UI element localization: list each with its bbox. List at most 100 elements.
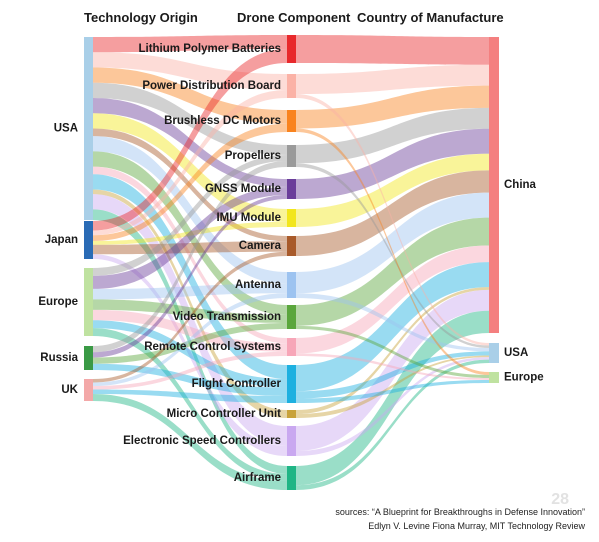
component-node-gnss-module bbox=[287, 179, 296, 199]
component-label-antenna: Antenna bbox=[235, 279, 282, 291]
component-label-imu-module: IMU Module bbox=[216, 212, 281, 224]
country-node-china bbox=[489, 37, 499, 333]
origin-node-japan bbox=[84, 221, 93, 259]
flow-japan-to-electronic-speed-controllers bbox=[93, 254, 287, 456]
origin-node-uk bbox=[84, 379, 93, 401]
flow-usa-to-propellers bbox=[93, 82, 287, 155]
flow-japan-to-lithium-polymer-batteries bbox=[93, 49, 287, 231]
flow-usa-to-video-transmission bbox=[93, 151, 287, 315]
flow-usa-to-micro-controller-unit bbox=[93, 189, 287, 418]
flow-antenna-to-usa bbox=[296, 293, 489, 352]
flow-usa-to-gnss-module bbox=[93, 98, 287, 187]
flow-usa-to-antenna bbox=[93, 136, 287, 284]
flow-brushless-dc-motors-to-china bbox=[296, 85, 489, 129]
flow-links bbox=[93, 35, 489, 490]
component-node-propellers bbox=[287, 145, 296, 167]
component-node-camera bbox=[287, 236, 296, 256]
flow-flight-controller-to-usa bbox=[296, 351, 489, 399]
flow-japan-to-imu-module bbox=[93, 221, 287, 245]
flow-propellers-to-usa bbox=[296, 163, 489, 348]
flow-japan-to-power-distribution-board bbox=[93, 90, 287, 236]
flow-uk-to-camera bbox=[93, 251, 287, 383]
origin-label-russia: Russia bbox=[40, 352, 78, 364]
component-node-flight-controller bbox=[287, 365, 296, 403]
flow-electronic-speed-controllers-to-usa bbox=[296, 357, 489, 456]
component-label-power-distribution-board: Power Distribution Board bbox=[142, 80, 281, 92]
component-node-imu-module bbox=[287, 209, 296, 227]
source-line-2: Edlyn V. Levine Fiona Murray, MIT Techno… bbox=[368, 521, 585, 531]
origin-node-europe bbox=[84, 268, 93, 336]
flow-usa-to-remote-control-systems bbox=[93, 166, 287, 344]
component-label-electronic-speed-controllers: Electronic Speed Controllers bbox=[123, 435, 281, 447]
header-country-of-manufacture: Country of Manufacture bbox=[357, 10, 504, 25]
component-label-micro-controller-unit: Micro Controller Unit bbox=[167, 408, 282, 420]
country-label-china: China bbox=[504, 179, 537, 191]
flow-lithium-polymer-batteries-to-china bbox=[296, 35, 489, 65]
flow-flight-controller-to-europe bbox=[296, 380, 489, 403]
flow-usa-to-brushless-dc-motors bbox=[93, 67, 287, 124]
flow-uk-to-flight-controller bbox=[93, 389, 287, 403]
flow-camera-to-china bbox=[296, 170, 489, 256]
header-drone-component: Drone Component bbox=[237, 10, 351, 25]
flow-remote-control-systems-to-europe bbox=[296, 353, 489, 380]
flow-uk-to-antenna bbox=[93, 293, 287, 387]
flow-video-transmission-to-europe bbox=[296, 325, 489, 378]
flow-russia-to-gnss-module bbox=[93, 195, 287, 358]
component-node-remote-control-systems bbox=[287, 338, 296, 356]
flow-europe-to-flight-controller bbox=[93, 320, 287, 388]
flow-propellers-to-china bbox=[296, 107, 489, 164]
country-label-europe: Europe bbox=[504, 372, 544, 384]
flow-airframe-to-usa bbox=[296, 359, 489, 490]
component-node-antenna bbox=[287, 272, 296, 298]
flow-russia-to-video-transmission bbox=[93, 323, 287, 364]
flow-japan-to-camera bbox=[93, 241, 287, 255]
flow-usa-to-lithium-polymer-batteries bbox=[93, 35, 287, 53]
flow-russia-to-propellers bbox=[93, 161, 287, 353]
component-label-remote-control-systems: Remote Control Systems bbox=[144, 341, 281, 353]
origin-label-usa: USA bbox=[54, 123, 78, 135]
component-node-power-distribution-board bbox=[287, 74, 296, 98]
country-node-usa bbox=[489, 343, 499, 363]
component-label-brushless-dc-motors: Brushless DC Motors bbox=[164, 115, 281, 127]
flow-nodes bbox=[84, 35, 499, 490]
flow-micro-controller-unit-to-china bbox=[296, 287, 489, 414]
flow-europe-to-gnss-module bbox=[93, 187, 287, 289]
component-label-lithium-polymer-batteries: Lithium Polymer Batteries bbox=[138, 43, 281, 55]
component-node-airframe bbox=[287, 466, 296, 490]
flow-antenna-to-china bbox=[296, 192, 489, 294]
page-number: 28 bbox=[551, 491, 569, 508]
node-labels: USA Japan Europe Russia UK Lithium Polymer Ba… bbox=[38, 43, 543, 484]
flow-europe-to-remote-control-systems bbox=[93, 309, 287, 352]
flow-europe-to-antenna bbox=[93, 283, 287, 300]
component-label-camera: Camera bbox=[239, 240, 282, 252]
flow-video-transmission-to-china bbox=[296, 217, 489, 326]
component-label-propellers: Propellers bbox=[225, 150, 281, 162]
component-node-video-transmission bbox=[287, 305, 296, 329]
flow-europe-to-video-transmission bbox=[93, 299, 287, 323]
country-node-europe bbox=[489, 372, 499, 383]
flow-gnss-module-to-china bbox=[296, 128, 489, 199]
flow-electronic-speed-controllers-to-china bbox=[296, 289, 489, 451]
flow-usa-to-camera bbox=[93, 128, 287, 242]
flow-power-distribution-board-to-china bbox=[296, 64, 489, 94]
origin-node-usa bbox=[84, 37, 93, 220]
origin-label-europe: Europe bbox=[38, 296, 78, 308]
component-label-flight-controller: Flight Controller bbox=[192, 378, 282, 390]
component-node-lithium-polymer-batteries bbox=[287, 35, 296, 63]
component-node-electronic-speed-controllers bbox=[287, 426, 296, 456]
flow-micro-controller-unit-to-usa bbox=[296, 355, 489, 418]
country-label-usa: USA bbox=[504, 347, 528, 359]
component-label-gnss-module: GNSS Module bbox=[205, 183, 281, 195]
component-label-video-transmission: Video Transmission bbox=[173, 311, 281, 323]
origin-label-japan: Japan bbox=[45, 234, 78, 246]
flow-uk-to-airframe bbox=[93, 393, 287, 490]
flow-usa-to-airframe bbox=[93, 209, 287, 474]
flow-brushless-dc-motors-to-europe bbox=[296, 128, 489, 375]
component-label-airframe: Airframe bbox=[234, 472, 281, 484]
flow-europe-to-propellers bbox=[93, 155, 287, 276]
flow-usa-to-imu-module bbox=[93, 113, 287, 222]
flow-usa-to-power-distribution-board bbox=[93, 52, 287, 90]
flow-russia-to-flight-controller bbox=[93, 363, 287, 396]
